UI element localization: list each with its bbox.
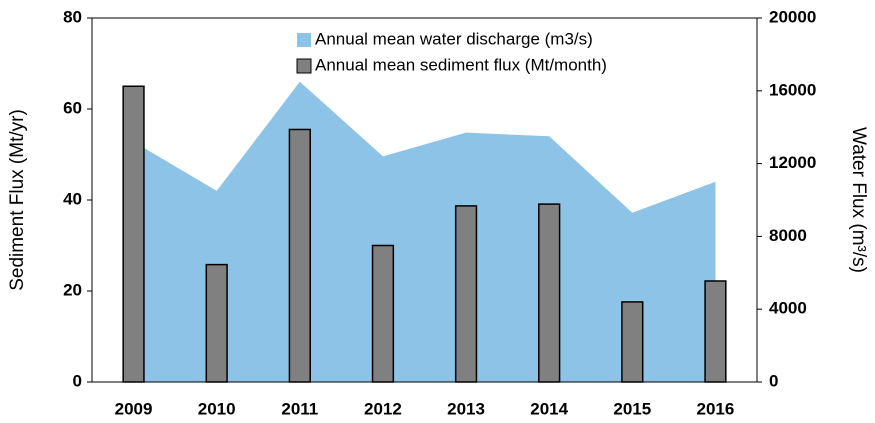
- y2-tick-label: 20000: [769, 7, 816, 26]
- y2-tick-label: 4000: [769, 299, 807, 318]
- bar: [122, 85, 145, 383]
- bar: [371, 244, 395, 383]
- y2-tick-label: 12000: [769, 153, 816, 172]
- legend-label: Annual mean sediment flux (Mt/month): [315, 55, 607, 74]
- y-tick-label: 20: [63, 280, 82, 299]
- y2-tick-label: 16000: [769, 80, 816, 99]
- bar: [621, 301, 644, 383]
- x-tick-label: 2010: [198, 399, 236, 418]
- x-tick-label: 2012: [364, 399, 402, 418]
- bar: [288, 128, 311, 383]
- y2-tick-label: 0: [769, 371, 778, 390]
- area: [133, 81, 716, 382]
- bar: [454, 205, 478, 383]
- y2-axis-label: Water Flux (m³/s): [848, 127, 869, 273]
- y-tick-label: 60: [63, 98, 82, 117]
- x-tick-label: 2009: [115, 399, 153, 418]
- y2-tick-label: 8000: [769, 226, 807, 245]
- y-tick-label: 0: [73, 371, 82, 390]
- legend-swatch: [297, 33, 311, 47]
- x-tick-label: 2014: [530, 399, 568, 418]
- bar: [704, 280, 727, 383]
- y-tick-label: 40: [63, 189, 82, 208]
- legend-swatch: [296, 58, 312, 74]
- x-tick-label: 2011: [281, 399, 318, 418]
- legend-label: Annual mean water discharge (m3/s): [315, 29, 593, 48]
- y-tick-label: 80: [63, 7, 82, 26]
- bar: [205, 263, 228, 383]
- x-tick-label: 2013: [447, 399, 485, 418]
- y-axis-label: Sediment Flux (Mt/yr): [7, 109, 28, 291]
- x-tick-label: 2015: [613, 399, 651, 418]
- bar: [538, 203, 561, 383]
- x-tick-label: 2016: [697, 399, 735, 418]
